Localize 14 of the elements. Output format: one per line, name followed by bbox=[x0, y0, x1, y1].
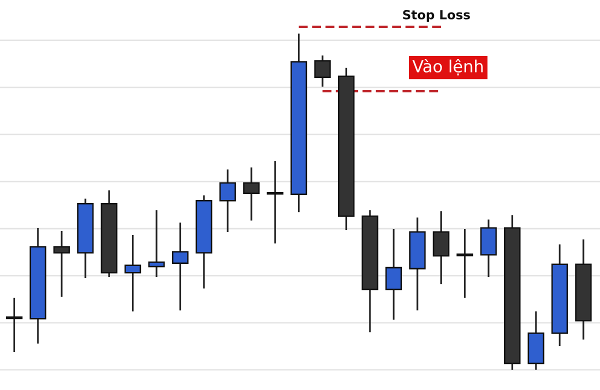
candlestick bbox=[266, 160, 284, 244]
candlestick bbox=[172, 222, 189, 312]
candlestick bbox=[124, 234, 142, 312]
candlestick bbox=[148, 209, 165, 278]
candlestick bbox=[385, 228, 402, 321]
candlestick bbox=[219, 168, 236, 233]
candlestick bbox=[243, 166, 260, 222]
candlestick bbox=[432, 210, 450, 285]
candlestick bbox=[456, 228, 474, 299]
ref-line-label: Stop Loss bbox=[403, 10, 470, 22]
candlestick bbox=[53, 230, 70, 298]
candlestick bbox=[314, 54, 331, 88]
ref-line-label: Vào lệnh bbox=[412, 58, 483, 76]
candlestick bbox=[6, 297, 23, 353]
